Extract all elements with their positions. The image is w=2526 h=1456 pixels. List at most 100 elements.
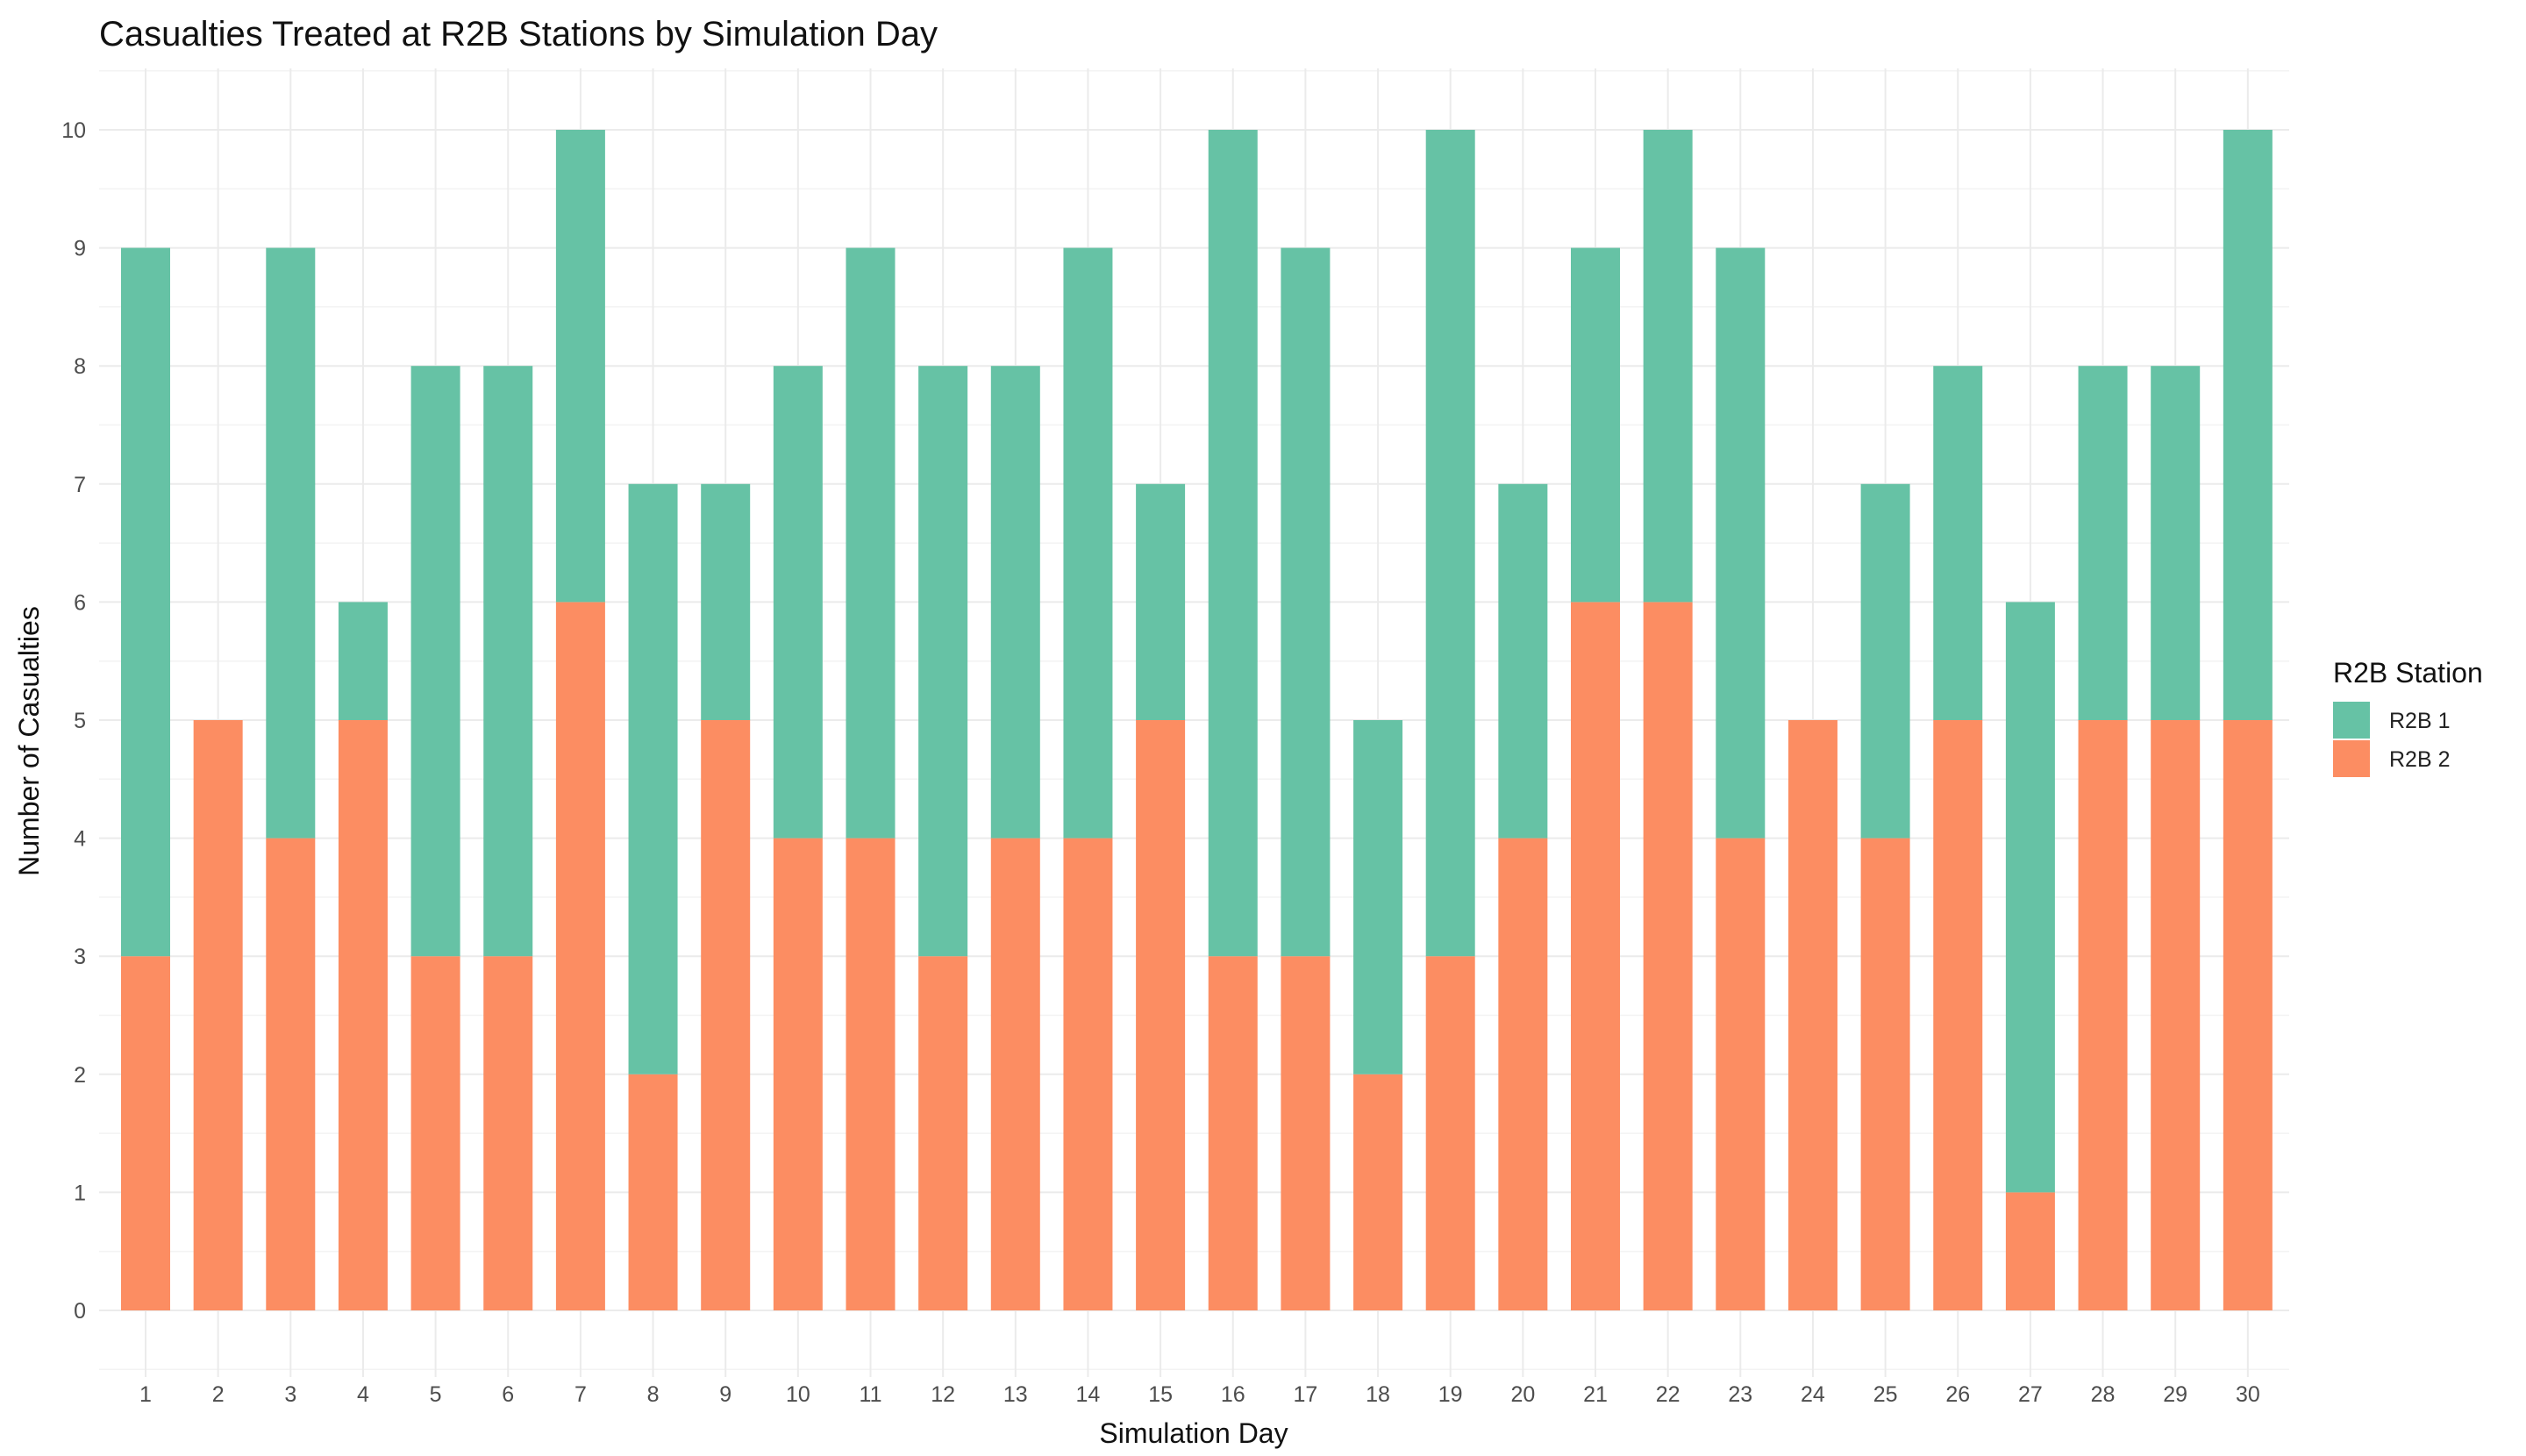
x-tick-label: 18: [1366, 1382, 1390, 1407]
x-tick-label: 23: [1728, 1382, 1752, 1407]
bar-r2b-1-day-13: [990, 366, 1040, 839]
bar-r2b-2-day-22: [1643, 602, 1693, 1310]
bar-r2b-1-day-4: [338, 602, 388, 720]
y-tick-label: 8: [74, 354, 86, 379]
bar-r2b-2-day-1: [121, 956, 170, 1310]
y-axis-title: Number of Casualties: [13, 606, 45, 876]
y-tick-label: 10: [61, 118, 86, 143]
bar-r2b-2-day-6: [483, 956, 533, 1310]
bar-r2b-1-day-19: [1425, 130, 1475, 957]
x-tick-label: 10: [786, 1382, 810, 1407]
bar-r2b-1-day-6: [483, 366, 533, 957]
bar-r2b-2-day-27: [2005, 1192, 2055, 1310]
bar-r2b-2-day-9: [701, 720, 751, 1310]
x-tick-label: 14: [1076, 1382, 1101, 1407]
bar-r2b-2-day-12: [918, 956, 968, 1310]
x-tick-label: 8: [647, 1382, 660, 1407]
x-tick-label: 1: [139, 1382, 152, 1407]
legend-swatch: [2333, 702, 2370, 739]
bars: [121, 130, 2273, 1310]
x-tick-label: 19: [1438, 1382, 1463, 1407]
y-tick-label: 5: [74, 709, 86, 733]
bar-r2b-1-day-21: [1571, 247, 1620, 603]
y-tick-label: 2: [74, 1063, 86, 1088]
bar-r2b-2-day-2: [193, 720, 243, 1310]
x-tick-label: 30: [2236, 1382, 2260, 1407]
bar-r2b-1-day-22: [1643, 130, 1693, 603]
chart-title: Casualties Treated at R2B Stations by Si…: [99, 15, 938, 54]
y-tick-label: 3: [74, 945, 86, 969]
bar-r2b-2-day-5: [410, 956, 460, 1310]
bar-r2b-1-day-11: [846, 247, 896, 839]
bar-r2b-1-day-18: [1353, 720, 1403, 1074]
x-tick-label: 25: [1873, 1382, 1898, 1407]
y-tick-label: 1: [74, 1181, 86, 1205]
legend-swatch: [2333, 740, 2370, 777]
bar-r2b-1-day-20: [1498, 483, 1548, 839]
bar-r2b-2-day-30: [2223, 720, 2273, 1310]
bar-r2b-2-day-23: [1716, 838, 1766, 1310]
bar-r2b-2-day-20: [1498, 838, 1548, 1310]
bar-r2b-1-day-16: [1208, 130, 1258, 957]
y-tick-label: 4: [74, 827, 86, 852]
bar-r2b-1-day-12: [918, 366, 968, 957]
legend: R2B Station R2B 1 R2B 2: [2333, 657, 2483, 777]
x-tick-label: 29: [2163, 1382, 2187, 1407]
bar-r2b-2-day-19: [1425, 956, 1475, 1310]
x-tick-label: 7: [574, 1382, 587, 1407]
bar-r2b-2-day-29: [2151, 720, 2201, 1310]
x-tick-label: 28: [2091, 1382, 2116, 1407]
x-tick-label: 22: [1656, 1382, 1680, 1407]
x-tick-label: 11: [860, 1382, 882, 1407]
x-tick-label: 16: [1221, 1382, 1245, 1407]
bar-r2b-1-day-17: [1281, 247, 1331, 957]
legend-entries: R2B 1 R2B 2: [2333, 702, 2450, 777]
x-tick-label: 9: [719, 1382, 731, 1407]
x-tick-label: 17: [1293, 1382, 1317, 1407]
bar-r2b-2-day-14: [1063, 838, 1113, 1310]
x-tick-label: 4: [357, 1382, 369, 1407]
y-tick-label: 0: [74, 1299, 86, 1324]
y-tick-label: 7: [74, 473, 86, 497]
bar-r2b-1-day-1: [121, 247, 170, 957]
bar-r2b-1-day-23: [1716, 247, 1766, 839]
bar-r2b-2-day-11: [846, 838, 896, 1310]
bar-r2b-2-day-13: [990, 838, 1040, 1310]
bar-r2b-1-day-3: [266, 247, 316, 839]
x-tick-label: 21: [1583, 1382, 1608, 1407]
bar-r2b-2-day-15: [1136, 720, 1186, 1310]
bar-r2b-1-day-14: [1063, 247, 1113, 839]
y-tick-label: 9: [74, 237, 86, 261]
x-tick-label: 15: [1148, 1382, 1173, 1407]
x-axis-ticks: 1 2 3 4 5 6 7 8 9 10 11 12 13 14 15 16 17 18 19 20 21 22 23 24 2…: [139, 1382, 2260, 1407]
bar-r2b-1-day-8: [628, 483, 678, 1074]
bar-r2b-1-day-25: [1860, 483, 1910, 839]
bar-r2b-1-day-27: [2005, 602, 2055, 1193]
bar-r2b-2-day-4: [338, 720, 388, 1310]
bar-r2b-2-day-10: [773, 838, 823, 1310]
x-tick-label: 2: [212, 1382, 225, 1407]
x-tick-label: 3: [284, 1382, 296, 1407]
bar-r2b-1-day-28: [2078, 366, 2128, 720]
bar-r2b-2-day-24: [1787, 720, 1837, 1310]
y-axis-ticks: 0 1 2 3 4 5 6 7 8 9 10: [61, 118, 86, 1324]
bar-r2b-2-day-17: [1281, 956, 1331, 1310]
legend-label: R2B 1: [2389, 709, 2450, 733]
x-tick-label: 13: [1003, 1382, 1028, 1407]
x-tick-label: 6: [502, 1382, 514, 1407]
bar-r2b-1-day-9: [701, 483, 751, 720]
bar-r2b-2-day-18: [1353, 1074, 1403, 1310]
x-tick-label: 27: [2018, 1382, 2043, 1407]
bar-r2b-1-day-26: [1933, 366, 1983, 720]
bar-r2b-2-day-7: [555, 602, 605, 1310]
bar-r2b-2-day-28: [2078, 720, 2128, 1310]
x-tick-label: 12: [931, 1382, 955, 1407]
legend-label: R2B 2: [2389, 747, 2450, 772]
x-tick-label: 24: [1801, 1382, 1825, 1407]
bar-r2b-2-day-25: [1860, 838, 1910, 1310]
bar-r2b-1-day-5: [410, 366, 460, 957]
x-tick-label: 5: [430, 1382, 442, 1407]
